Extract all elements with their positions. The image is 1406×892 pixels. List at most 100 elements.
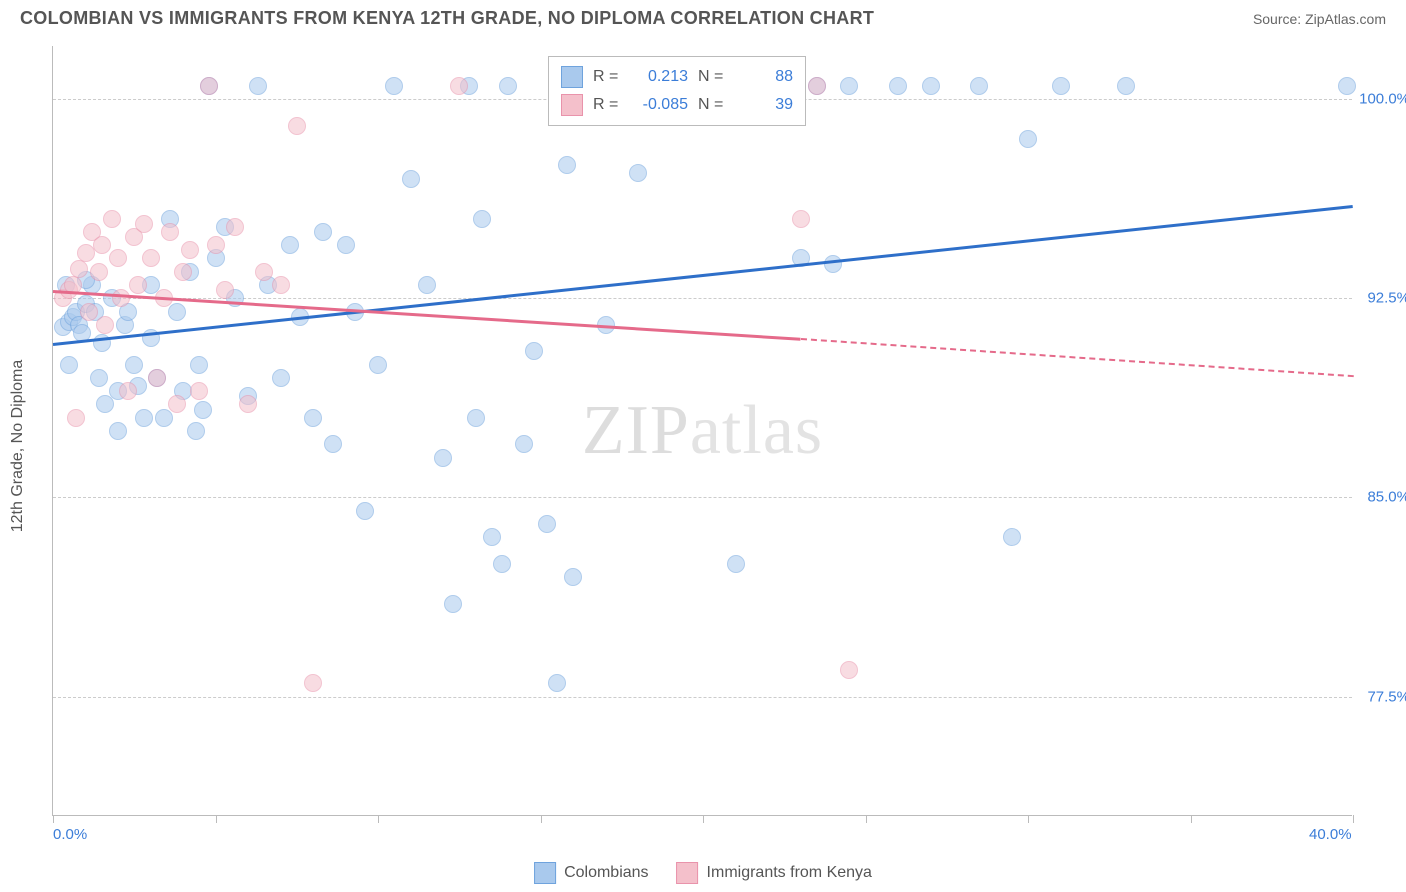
chart-title: COLOMBIAN VS IMMIGRANTS FROM KENYA 12TH …	[20, 8, 874, 29]
scatter-point	[155, 409, 173, 427]
scatter-point	[93, 236, 111, 254]
scatter-point	[304, 409, 322, 427]
y-axis-label: 12th Grade, No Diploma	[9, 360, 27, 533]
legend: Colombians Immigrants from Kenya	[534, 862, 872, 884]
scatter-point	[548, 674, 566, 692]
scatter-point	[889, 77, 907, 95]
scatter-point	[840, 77, 858, 95]
watermark-light: atlas	[690, 392, 823, 469]
stats-row: R =0.213N =88	[561, 63, 793, 91]
header: COLOMBIAN VS IMMIGRANTS FROM KENYA 12TH …	[0, 0, 1406, 33]
scatter-point	[70, 260, 88, 278]
scatter-point	[922, 77, 940, 95]
scatter-point	[190, 356, 208, 374]
scatter-point	[304, 674, 322, 692]
scatter-point	[1019, 130, 1037, 148]
gridline	[53, 697, 1352, 698]
scatter-point	[727, 555, 745, 573]
scatter-point	[90, 263, 108, 281]
x-tick-label: 0.0%	[53, 826, 87, 843]
legend-swatch	[677, 862, 699, 884]
scatter-point	[483, 528, 501, 546]
scatter-point	[190, 382, 208, 400]
scatter-point	[434, 449, 452, 467]
gridline	[53, 298, 1352, 299]
scatter-point	[288, 117, 306, 135]
scatter-point	[402, 170, 420, 188]
scatter-point	[808, 77, 826, 95]
scatter-point	[109, 249, 127, 267]
scatter-point	[418, 276, 436, 294]
legend-swatch	[534, 862, 556, 884]
scatter-point	[168, 395, 186, 413]
source-label: Source: ZipAtlas.com	[1253, 11, 1386, 27]
n-label: N =	[698, 68, 728, 86]
scatter-point	[970, 77, 988, 95]
scatter-point	[226, 218, 244, 236]
scatter-point	[473, 210, 491, 228]
scatter-point	[148, 369, 166, 387]
scatter-point	[558, 156, 576, 174]
scatter-point	[450, 77, 468, 95]
stats-row: R =-0.085N =39	[561, 91, 793, 119]
scatter-point	[125, 356, 143, 374]
x-tick	[866, 815, 867, 823]
x-tick	[1028, 815, 1029, 823]
scatter-point	[255, 263, 273, 281]
scatter-point	[467, 409, 485, 427]
scatter-point	[103, 210, 121, 228]
scatter-point	[444, 595, 462, 613]
scatter-point	[129, 276, 147, 294]
scatter-point	[564, 568, 582, 586]
scatter-point	[1052, 77, 1070, 95]
legend-item: Colombians	[534, 862, 648, 884]
y-tick-label: 100.0%	[1359, 91, 1406, 108]
legend-label: Colombians	[564, 864, 648, 882]
watermark: ZIPatlas	[582, 391, 823, 471]
scatter-point	[174, 263, 192, 281]
n-label: N =	[698, 96, 728, 114]
scatter-point	[314, 223, 332, 241]
scatter-point	[369, 356, 387, 374]
scatter-point	[356, 502, 374, 520]
scatter-point	[1338, 77, 1356, 95]
trend-line-extrapolated	[800, 338, 1353, 377]
scatter-point	[67, 409, 85, 427]
scatter-point	[1003, 528, 1021, 546]
x-tick	[1191, 815, 1192, 823]
scatter-point	[135, 409, 153, 427]
scatter-point	[80, 303, 98, 321]
watermark-bold: ZIP	[582, 392, 690, 469]
scatter-point	[109, 422, 127, 440]
x-tick	[216, 815, 217, 823]
scatter-chart: ZIPatlas 77.5%85.0%92.5%100.0%0.0%40.0%R…	[52, 46, 1352, 816]
x-tick	[541, 815, 542, 823]
scatter-point	[216, 281, 234, 299]
y-tick-label: 92.5%	[1367, 290, 1406, 307]
scatter-point	[77, 244, 95, 262]
scatter-point	[538, 515, 556, 533]
scatter-point	[324, 435, 342, 453]
r-label: R =	[593, 68, 623, 86]
scatter-point	[272, 369, 290, 387]
x-tick-label: 40.0%	[1309, 826, 1352, 843]
scatter-point	[272, 276, 290, 294]
n-value: 88	[738, 68, 793, 86]
scatter-point	[194, 401, 212, 419]
scatter-point	[499, 77, 517, 95]
scatter-point	[1117, 77, 1135, 95]
scatter-point	[792, 210, 810, 228]
scatter-point	[239, 395, 257, 413]
scatter-point	[207, 236, 225, 254]
gridline	[53, 497, 1352, 498]
x-tick	[378, 815, 379, 823]
series-swatch	[561, 66, 583, 88]
scatter-point	[135, 215, 153, 233]
scatter-point	[385, 77, 403, 95]
legend-label: Immigrants from Kenya	[707, 864, 872, 882]
scatter-point	[840, 661, 858, 679]
stats-box: R =0.213N =88R =-0.085N =39	[548, 56, 806, 126]
scatter-point	[249, 77, 267, 95]
scatter-point	[60, 356, 78, 374]
scatter-point	[493, 555, 511, 573]
